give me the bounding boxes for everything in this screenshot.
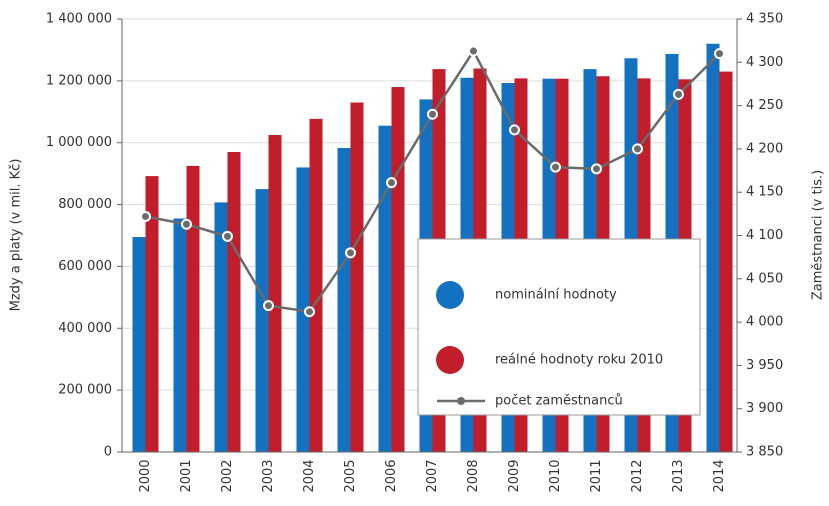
- y-tick-label: 0: [104, 445, 112, 460]
- line-marker: [222, 230, 233, 242]
- y2-tick-label: 4 050: [746, 271, 783, 286]
- line-marker: [550, 161, 561, 173]
- bar: [227, 151, 241, 452]
- line-marker: [427, 108, 438, 120]
- bar: [186, 165, 200, 453]
- x-tick-label: 2000: [138, 459, 153, 492]
- y2-tick-label: 4 150: [746, 185, 783, 200]
- y2-tick-label: 4 200: [746, 141, 783, 156]
- legend-label: počet zaměstnanců: [495, 394, 623, 409]
- x-tick-label: 2003: [261, 459, 276, 492]
- x-tick-label: 2010: [548, 459, 563, 492]
- x-tick-label: 2014: [712, 459, 727, 492]
- y-tick-label: 800 000: [58, 197, 112, 212]
- x-tick-label: 2008: [466, 459, 481, 492]
- line-marker: [632, 143, 643, 155]
- line-marker: [468, 45, 479, 57]
- line-marker: [181, 218, 192, 230]
- x-tick-label: 2013: [671, 459, 686, 492]
- y2-axis-label: Zaměstnanci (v tis.): [811, 170, 826, 300]
- y2-tick-label: 4 100: [746, 228, 783, 243]
- y-tick-label: 200 000: [58, 383, 112, 398]
- legend-label: nominální hodnoty: [495, 288, 617, 303]
- bar: [145, 176, 159, 453]
- bar: [214, 202, 228, 452]
- y-tick-label: 1 200 000: [46, 73, 112, 88]
- y-tick-label: 1 400 000: [46, 12, 112, 27]
- bar: [268, 134, 282, 452]
- y2-tick-label: 4 250: [746, 98, 783, 113]
- bar: [255, 189, 269, 452]
- bar: [378, 125, 392, 452]
- line-marker: [673, 88, 684, 100]
- bar: [337, 147, 351, 452]
- legend-swatch: [436, 281, 464, 309]
- x-tick-label: 2012: [630, 459, 645, 492]
- bar: [391, 87, 405, 453]
- line-marker: [345, 247, 356, 259]
- x-tick-label: 2006: [384, 459, 399, 492]
- line-marker: [386, 177, 397, 189]
- bar: [350, 102, 364, 452]
- line-marker: [714, 48, 725, 60]
- line-marker: [591, 163, 602, 175]
- line-marker: [304, 306, 315, 318]
- legend-marker: [457, 397, 465, 405]
- y2-tick-label: 3 850: [746, 445, 783, 460]
- x-tick-label: 2001: [179, 459, 194, 492]
- bar: [719, 71, 733, 452]
- y2-tick-label: 4 000: [746, 315, 783, 330]
- x-tick-label: 2011: [589, 459, 604, 492]
- x-tick-label: 2007: [425, 459, 440, 492]
- x-tick-label: 2004: [302, 459, 317, 492]
- y-tick-label: 400 000: [58, 321, 112, 336]
- y2-tick-label: 4 350: [746, 12, 783, 27]
- y2-tick-label: 4 300: [746, 55, 783, 70]
- bar: [706, 43, 720, 452]
- y-tick-label: 1 000 000: [46, 135, 112, 150]
- bar: [132, 237, 146, 452]
- bar: [173, 218, 187, 452]
- bar: [309, 118, 323, 452]
- x-tick-label: 2002: [220, 459, 235, 492]
- y2-tick-label: 3 950: [746, 358, 783, 373]
- legend-box: [417, 238, 701, 416]
- y-axis-label: Mzdy a platy (v mil. Kč): [9, 159, 24, 312]
- legend-swatch: [436, 346, 464, 374]
- y-tick-label: 600 000: [58, 259, 112, 274]
- line-marker: [509, 124, 520, 136]
- legend-label: reálné hodnoty roku 2010: [495, 353, 663, 368]
- y2-tick-label: 3 900: [746, 401, 783, 416]
- x-tick-label: 2009: [507, 459, 522, 492]
- line-marker: [140, 210, 151, 222]
- line-marker: [263, 300, 274, 312]
- x-tick-label: 2005: [343, 459, 358, 492]
